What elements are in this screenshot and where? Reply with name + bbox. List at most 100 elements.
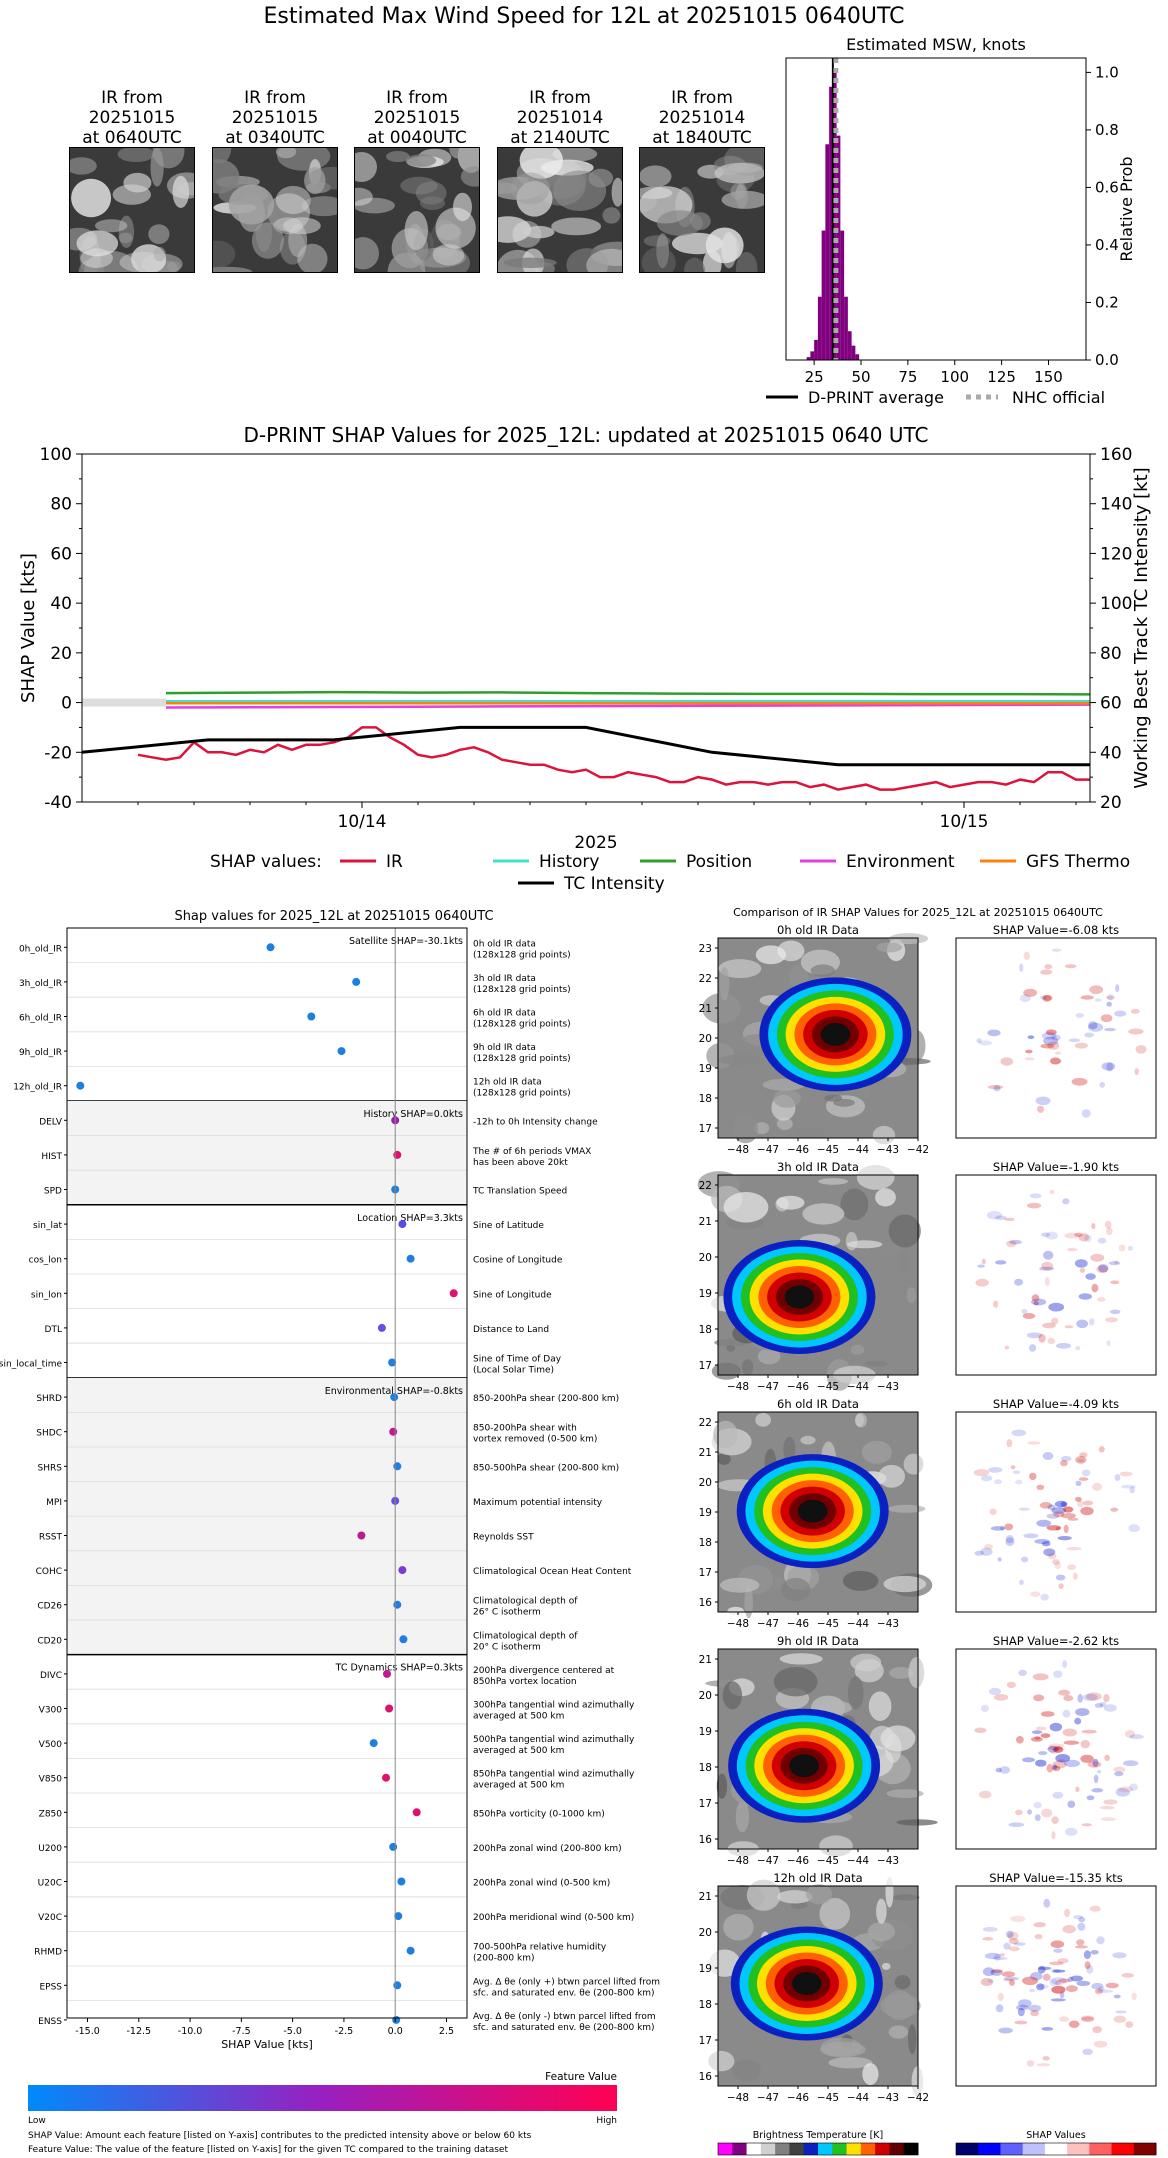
ir-image-frame — [717, 1885, 919, 2087]
ir-x-tick-label: −43 — [877, 1144, 899, 1156]
ir-cloud — [717, 1453, 731, 1465]
feature-shap-point — [394, 1912, 403, 1921]
shap-blob — [1026, 2060, 1035, 2067]
shap-ts-title: D-PRINT SHAP Values for 2025_12L: update… — [243, 423, 928, 447]
cloud-blob — [400, 176, 438, 195]
shap-blob — [991, 1969, 1004, 1973]
ir-cloud — [847, 1240, 883, 1249]
shap-blob — [1083, 1950, 1091, 1960]
ir-cloud — [876, 942, 903, 953]
footnote-feature: Feature Value: The value of the feature … — [28, 2145, 508, 2155]
shap-blob — [1005, 1535, 1014, 1544]
feature-shap-point — [398, 1220, 407, 1229]
feature-description: 850-500hPa shear (200-800 km) — [473, 1463, 619, 1473]
feature-name: V300 — [39, 1706, 63, 1716]
cloud-blob — [411, 247, 466, 268]
ir-cloud — [847, 1676, 864, 1710]
shap-blob — [1064, 1908, 1070, 1918]
msw-bar — [851, 345, 856, 360]
shap-blob — [1062, 1198, 1070, 1205]
shap-blob — [1044, 1277, 1050, 1286]
ir-cloud — [872, 1125, 896, 1145]
shap-blob — [1121, 1973, 1134, 1978]
ir-thumbnail-caption-line: 20251015 — [231, 108, 319, 128]
shap-blob — [1004, 1345, 1010, 1350]
ir-cloud — [774, 1576, 783, 1589]
shap-blob — [1115, 1787, 1130, 1797]
bt-colorbar-segment — [889, 2143, 905, 2155]
shap-blob — [1042, 1452, 1054, 1460]
cloud-blob — [420, 196, 445, 210]
feature-description: 700-500hPa relative humidity (200-800 km) — [473, 1943, 607, 1964]
shap-blob — [978, 1790, 992, 1799]
feature-shap-point — [369, 1739, 378, 1748]
feature-name: HIST — [41, 1152, 62, 1162]
bt-colorbar-segment — [803, 2143, 819, 2155]
shap-blob — [1053, 1948, 1063, 1953]
feature-description: The # of 6h periods VMAX has been above 2… — [472, 1147, 591, 1168]
shap-blob — [1129, 1783, 1138, 1791]
feature-name: RHMD — [34, 1948, 62, 1958]
ir-y-tick-label: 19 — [699, 1063, 712, 1075]
shap-panel-title: SHAP Value=-4.09 kts — [993, 1397, 1119, 1411]
ir-cloud — [713, 1420, 738, 1449]
shap-blob — [1073, 1915, 1083, 1920]
shap-blob — [1040, 1711, 1055, 1717]
shap-feature-chart: Shap values for 2025_12L at 20251015 064… — [0, 909, 660, 2155]
shap-blob — [1099, 1701, 1107, 1707]
shap-blob — [1075, 1346, 1081, 1351]
shap-blob — [993, 1300, 999, 1308]
feature-name: 12h_old_IR — [13, 1083, 62, 1093]
shap-blob — [1104, 1754, 1110, 1761]
shap-blob — [999, 1952, 1005, 1957]
shap-blob — [1082, 2048, 1093, 2055]
shap-blob — [1042, 1322, 1056, 1329]
shap-blob — [1051, 1034, 1061, 1041]
shap-blob — [993, 1694, 1009, 1701]
shap-blob — [1098, 1446, 1105, 1453]
ir-x-tick-label: −43 — [877, 1618, 899, 1630]
shap-blob — [1031, 1736, 1043, 1742]
shap-ts-y2-axis-label: Working Best Track TC Intensity [kt] — [1131, 467, 1152, 788]
feature-description-line: Maximum potential intensity — [473, 1498, 603, 1508]
feature-shap-point — [393, 1462, 402, 1471]
shap-blob — [1034, 1934, 1043, 1940]
feature-name: COHC — [36, 1567, 62, 1577]
shap-ts-x-tick-label: 10/14 — [338, 812, 387, 832]
shap-blob — [982, 1967, 995, 1977]
msw-bar — [810, 351, 815, 360]
shap-blob — [1035, 1759, 1047, 1767]
ir-panel-title: 3h old IR Data — [777, 1160, 859, 1174]
ir-cloud — [776, 1117, 793, 1130]
shap-blob — [1033, 1694, 1045, 1702]
shap-feature-x-tick-label: -12.5 — [126, 2026, 151, 2037]
ir-cloud — [886, 1789, 924, 1798]
msw-x-tick-label: 150 — [1034, 368, 1063, 386]
shap-blob — [1063, 1695, 1074, 1702]
cloud-blob — [551, 217, 601, 236]
shap-ts-y2-tick-label: 160 — [1100, 445, 1132, 465]
shap-blob — [1032, 1673, 1049, 1681]
shap-blob — [1042, 1973, 1051, 1981]
shap-blob — [1058, 1689, 1070, 1696]
shap-colorbar-title: SHAP Values — [1026, 2130, 1086, 2141]
ir-cloud — [755, 945, 787, 965]
shap-blob — [1053, 1670, 1063, 1678]
shap-ts-legend-label: GFS Thermo — [1026, 852, 1130, 872]
shap-blob — [1035, 1726, 1047, 1731]
shap-blob — [1017, 2007, 1025, 2017]
shap-blob — [989, 1508, 997, 1515]
shap-blob — [1054, 1051, 1062, 1055]
shap-blob — [1043, 1548, 1056, 1557]
shap-blob — [1040, 1733, 1051, 1738]
shap-blob — [1042, 995, 1053, 1001]
ir-cloud — [755, 1413, 771, 1427]
shap-blob — [1051, 1507, 1066, 1515]
ir-cloud — [868, 1691, 892, 1721]
shap-blob — [1088, 1021, 1098, 1030]
feature-shap-point — [412, 1808, 421, 1817]
feature-description-line: Sine of Longitude — [473, 1290, 552, 1300]
feature-name: 3h_old_IR — [19, 979, 62, 989]
shap-blob — [999, 1766, 1011, 1774]
shap-blob — [1036, 1983, 1045, 1991]
